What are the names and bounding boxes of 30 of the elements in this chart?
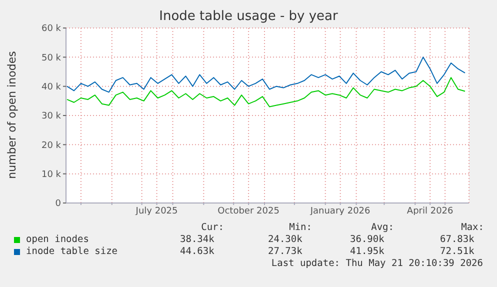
text: 72.51k	[440, 246, 474, 257]
text: 36.90k	[350, 234, 384, 245]
line-series	[66, 56, 466, 93]
legend-label: open inodes	[26, 234, 89, 245]
chart-title: Inode table usage - by year	[158, 9, 339, 24]
x-tick-label: July 2025	[134, 206, 178, 216]
legend-label: inode table size	[26, 246, 118, 257]
text: 27.73k	[268, 246, 302, 257]
y-tick-label: 60 k	[41, 24, 62, 34]
text: 67.83k	[440, 234, 474, 245]
text: 38.34k	[180, 234, 214, 245]
text: Cur:	[201, 222, 224, 233]
y-tick-label: 0	[55, 199, 62, 210]
y-tick-label: 20 k	[41, 140, 62, 151]
text: 24.30k	[268, 234, 302, 245]
y-tick-label: 50 k	[41, 53, 62, 64]
line-series	[66, 77, 466, 108]
x-tick-label: October 2025	[218, 206, 280, 216]
y-tick-label: 40 k	[41, 82, 62, 93]
y-axis-title: number of open inodes	[6, 51, 18, 179]
text: Last update: Thu May 21 20:10:39 2026	[271, 258, 483, 269]
x-tick-label: January 2026	[309, 206, 371, 216]
text: 44.63k	[180, 246, 214, 257]
text: 41.95k	[350, 246, 384, 257]
text: Min:	[289, 222, 312, 233]
y-tick-label: 10 k	[41, 170, 62, 180]
y-tick-label: 30 k	[41, 112, 62, 122]
text: Avg:	[371, 222, 394, 233]
text: Max:	[461, 222, 484, 233]
x-tick-label: April 2026	[406, 206, 454, 216]
